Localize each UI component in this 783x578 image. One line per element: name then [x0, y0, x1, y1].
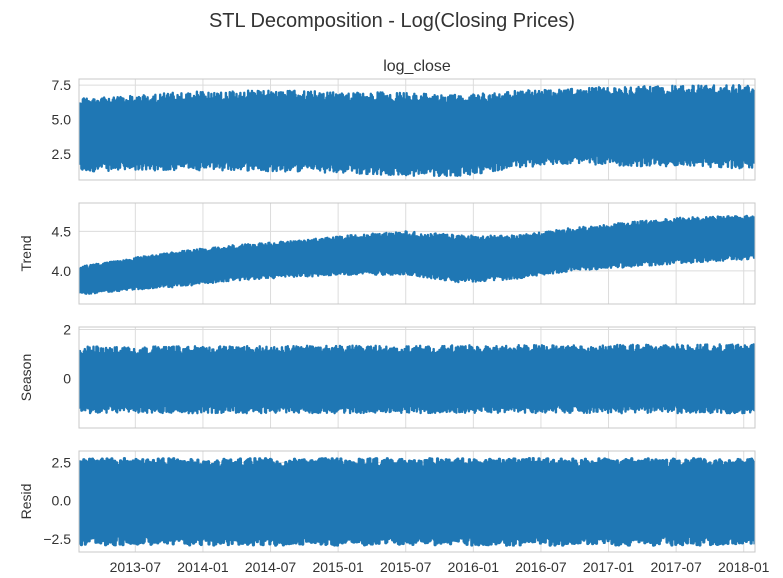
chart-title: STL Decomposition - Log(Closing Prices) — [209, 10, 575, 32]
x-tick-label: 2016-01 — [448, 559, 500, 575]
x-tick-label: 2014-07 — [245, 559, 297, 575]
x-tick-label: 2013-07 — [110, 559, 162, 575]
y-axis-label: Season — [18, 354, 34, 401]
x-tick-label: 2014-01 — [177, 559, 229, 575]
y-tick-label: 4.0 — [52, 263, 72, 279]
panel-title: log_close — [383, 58, 451, 75]
panel-frame — [78, 450, 756, 553]
y-axis-label: Trend — [18, 235, 34, 271]
panel-frame — [78, 202, 756, 305]
panel-frame — [78, 326, 756, 429]
x-tick-label: 2016-07 — [515, 559, 567, 575]
x-tick-label: 2015-07 — [380, 559, 432, 575]
panel-trend: 4.0 4.5 Trend — [18, 202, 756, 305]
series-line-season — [79, 343, 755, 415]
y-tick-label: 5.0 — [52, 112, 72, 128]
x-tick-label: 2015-01 — [312, 559, 364, 575]
y-tick-label: −2.5 — [43, 531, 71, 547]
x-tick-label: 2018-01 — [718, 559, 770, 575]
y-axis-label: Resid — [18, 484, 34, 520]
y-tick-label: 0 — [63, 371, 71, 387]
x-tick-label: 2017-07 — [650, 559, 702, 575]
series-line-trend — [79, 214, 755, 295]
series-line-resid — [79, 457, 755, 547]
panels-group: 2.5 5.0 7.5 log_close 4.0 4.5 Trend 0 2 Season −2.… — [18, 58, 770, 575]
series-line-log-close — [79, 84, 755, 178]
y-tick-label: 0.0 — [52, 493, 72, 509]
y-tick-label: 2.5 — [52, 454, 72, 470]
y-tick-label: 4.5 — [52, 223, 72, 239]
y-tick-label: 2 — [63, 321, 71, 337]
panel-season: 0 2 Season — [18, 321, 756, 429]
panel-log-close: 2.5 5.0 7.5 log_close — [52, 58, 756, 181]
x-tick-label: 2017-01 — [583, 559, 635, 575]
panel-resid: −2.5 0.0 2.5 Resid 2013-07 2014-01 2014-07 2015… — [18, 450, 770, 575]
y-tick-label: 7.5 — [52, 77, 72, 93]
panel-frame — [78, 78, 756, 181]
y-tick-label: 2.5 — [52, 146, 72, 162]
